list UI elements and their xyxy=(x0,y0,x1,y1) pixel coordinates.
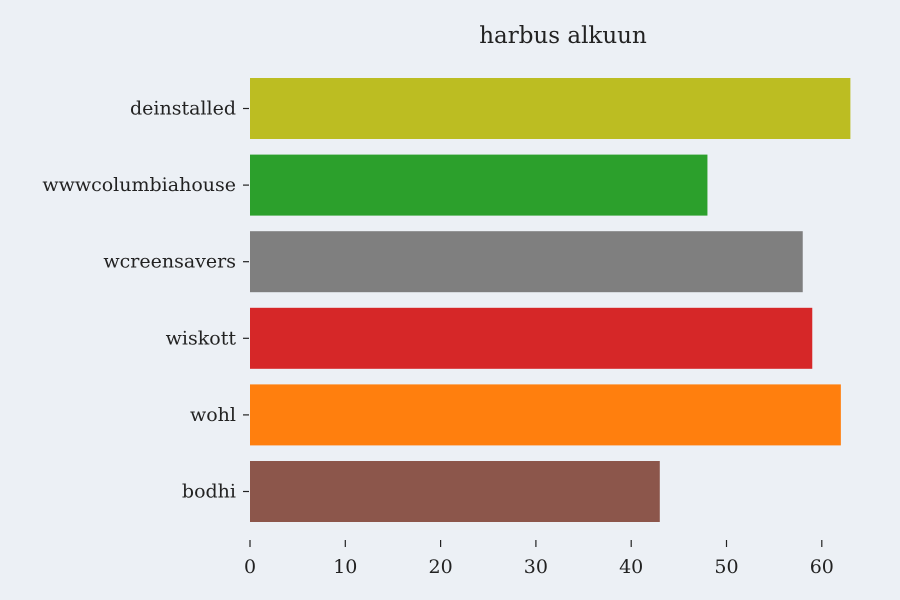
bar-wohl xyxy=(250,384,841,446)
y-tick-label-wwwcolumbiahouse: wwwcolumbiahouse xyxy=(42,174,236,196)
bar-deinstalled xyxy=(250,78,851,139)
y-tick-label-wiskott: wiskott xyxy=(166,327,237,349)
y-tick-label-deinstalled: deinstalled xyxy=(130,98,236,120)
chart-title: harbus alkuun xyxy=(479,23,647,49)
x-tick-label: 40 xyxy=(619,556,643,578)
x-tick-label: 20 xyxy=(429,556,453,578)
y-tick-label-wcreensavers: wcreensavers xyxy=(103,251,236,273)
bar-wwwcolumbiahouse xyxy=(250,154,708,216)
x-tick-label: 30 xyxy=(524,556,548,578)
x-tick-label: 0 xyxy=(244,556,256,578)
x-axis: 0 10 20 30 40 50 60 xyxy=(244,540,834,578)
bars-layer xyxy=(250,78,851,522)
x-tick-label: 10 xyxy=(333,556,357,578)
bar-wcreensavers xyxy=(250,231,803,293)
bar-bodhi xyxy=(250,461,660,522)
y-tick-label-wohl: wohl xyxy=(190,404,236,426)
bar-wiskott xyxy=(250,307,813,369)
y-axis: deinstalled wwwcolumbiahouse wcreensavers w… xyxy=(42,98,249,503)
y-tick-label-bodhi: bodhi xyxy=(182,481,236,503)
x-tick-label: 50 xyxy=(714,556,738,578)
x-tick-label: 60 xyxy=(810,556,834,578)
